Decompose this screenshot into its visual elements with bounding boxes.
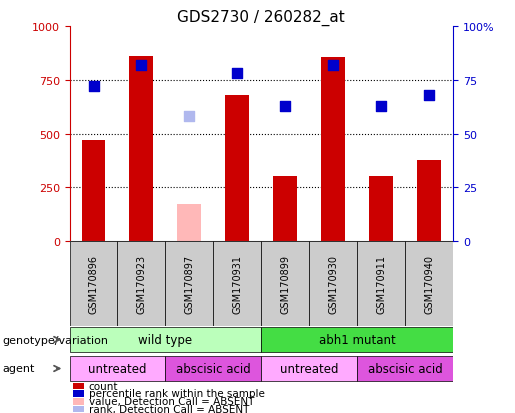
Text: GSM170911: GSM170911 [376,254,386,313]
Text: GSM170896: GSM170896 [89,254,98,313]
Bar [70,242,117,326]
Text: agent: agent [3,363,35,374]
Text: GSM170923: GSM170923 [136,254,146,313]
Bar [70,327,261,353]
Point [329,62,337,69]
Point [90,84,98,90]
Bar [261,327,453,353]
Bar [73,406,84,413]
Text: GSM170930: GSM170930 [328,254,338,313]
Bar [213,242,261,326]
Title: GDS2730 / 260282_at: GDS2730 / 260282_at [178,9,345,26]
Bar [226,95,249,242]
Point [377,103,385,109]
Bar [117,242,165,326]
Bar [417,161,441,242]
Bar [261,356,357,382]
Text: abscisic acid: abscisic acid [368,362,442,375]
Point [185,114,194,120]
Bar [273,176,297,242]
Bar [310,242,357,326]
Bar [129,57,153,242]
Text: wild type: wild type [139,333,193,346]
Bar [357,242,405,326]
Bar [357,356,453,382]
Bar [81,141,106,242]
Bar [405,242,453,326]
Bar [165,356,261,382]
Point [233,71,242,77]
Point [281,103,289,109]
Text: GSM170897: GSM170897 [184,254,195,313]
Point [138,62,146,69]
Text: abscisic acid: abscisic acid [176,362,251,375]
Text: GSM170940: GSM170940 [424,254,434,313]
Point [425,92,433,99]
Text: count: count [89,381,118,391]
Text: genotype/variation: genotype/variation [3,335,109,345]
Text: rank, Detection Call = ABSENT: rank, Detection Call = ABSENT [89,404,249,413]
Bar [73,390,84,396]
Text: untreated: untreated [280,362,338,375]
Bar [369,176,393,242]
Text: percentile rank within the sample: percentile rank within the sample [89,388,265,399]
Text: abh1 mutant: abh1 mutant [319,333,396,346]
Text: untreated: untreated [88,362,147,375]
Bar [73,383,84,389]
Bar [261,242,310,326]
Bar [165,242,213,326]
Bar [70,356,165,382]
Text: GSM170931: GSM170931 [232,254,243,313]
Text: GSM170899: GSM170899 [280,254,290,313]
Bar [178,204,201,242]
Bar [321,58,345,242]
Bar [73,398,84,405]
Text: value, Detection Call = ABSENT: value, Detection Call = ABSENT [89,396,254,406]
